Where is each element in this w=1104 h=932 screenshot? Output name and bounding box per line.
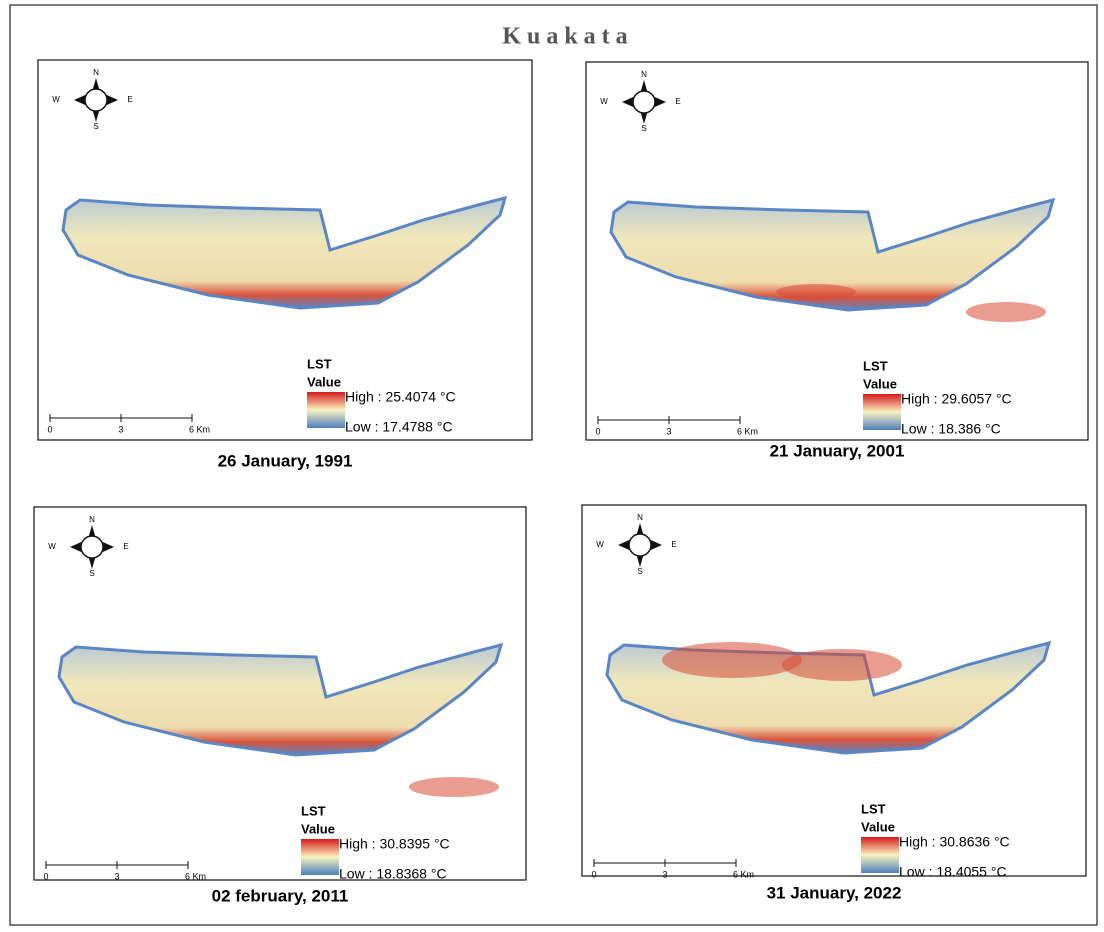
map-panel: N S W E 0 3 6 Km LST Value High : 29.6057 °C Low :…: [585, 61, 1089, 441]
scale-label: 6 Km: [185, 871, 206, 881]
map-panel: N S W E 0 3 6 Km LST Value High : 25.4074 °C Low :…: [37, 59, 533, 441]
compass-label: S: [637, 567, 642, 576]
legend-low: Low : 18.4055 °C: [899, 864, 1007, 880]
compass-label: S: [641, 124, 646, 133]
scale-label: 3: [666, 426, 671, 436]
compass-label: S: [93, 122, 98, 131]
scale-label: 3: [662, 869, 667, 879]
legend-field: Value: [307, 374, 341, 389]
compass-label: S: [89, 569, 94, 578]
legend-high: High : 29.6057 °C: [901, 391, 1012, 407]
map-panel: N S W E 0 3 6 Km LST Value High : 30.8395 °C Low :…: [33, 506, 527, 882]
heat-patch: [662, 642, 802, 678]
land-surface: [61, 195, 508, 310]
heat-patch: [409, 777, 499, 797]
figure-title: K u a k a t a: [502, 24, 627, 50]
legend-title: LST: [863, 358, 888, 373]
north-arrow: N S W E: [48, 515, 128, 578]
panel-frame: [33, 506, 527, 881]
legend-title: LST: [301, 803, 326, 818]
legend-ramp: [301, 839, 339, 875]
compass-ring: [84, 88, 108, 112]
compass-label: E: [671, 540, 676, 549]
scale-label: 0: [595, 426, 600, 436]
compass-label: W: [48, 542, 56, 551]
scale-bar: [597, 416, 741, 424]
map-panel: N S W E 0 3 6 Km LST Value High : 30.8636 °C Low :…: [581, 504, 1087, 880]
panel-caption: 26 January, 1991: [218, 451, 353, 470]
compass-label: W: [600, 97, 608, 106]
scale-label: 0: [591, 869, 596, 879]
compass-ring: [628, 533, 652, 557]
land-surface: [57, 642, 504, 757]
north-arrow: N S W E: [596, 513, 676, 576]
compass-label: E: [123, 542, 128, 551]
legend-field: Value: [863, 376, 897, 391]
compass-label: N: [89, 515, 95, 524]
compass-label: E: [675, 97, 680, 106]
compass-label: N: [641, 70, 647, 79]
compass-ring: [632, 90, 656, 114]
compass-label: E: [127, 95, 132, 104]
panel-caption: 21 January, 2001: [770, 441, 905, 460]
scale-label: 6 Km: [189, 424, 210, 434]
compass-label: W: [52, 95, 60, 104]
scale-bar: [593, 859, 737, 867]
legend-high: High : 30.8636 °C: [899, 834, 1010, 850]
scale-bar: [45, 861, 189, 869]
panel-frame: [37, 59, 533, 441]
panel-caption: 31 January, 2022: [767, 883, 902, 902]
panel-caption: 02 february, 2011: [212, 886, 349, 905]
land-surface: [609, 197, 1056, 312]
compass-label: W: [596, 540, 604, 549]
north-arrow: N S W E: [600, 70, 680, 133]
legend-title: LST: [861, 801, 886, 816]
north-arrow: N S W E: [52, 68, 132, 131]
legend-field: Value: [301, 821, 335, 836]
heat-patch: [966, 302, 1046, 322]
heat-patch: [782, 649, 902, 681]
legend-title: LST: [307, 356, 332, 371]
panel-frame: [585, 61, 1089, 441]
legend-ramp: [861, 837, 899, 873]
compass-label: N: [93, 68, 99, 77]
panel-frame: [581, 504, 1087, 877]
legend-high: High : 30.8395 °C: [339, 836, 450, 852]
figure-border: [9, 4, 1098, 926]
compass-label: N: [637, 513, 643, 522]
legend-ramp: [863, 394, 901, 430]
heat-patch: [776, 284, 856, 300]
scale-label: 6 Km: [737, 426, 758, 436]
scale-label: 3: [118, 424, 123, 434]
scale-label: 0: [43, 871, 48, 881]
legend-high: High : 25.4074 °C: [345, 389, 456, 405]
scale-bar: [49, 414, 193, 422]
scale-label: 0: [47, 424, 52, 434]
legend-low: Low : 18.386 °C: [901, 421, 1001, 437]
legend-low: Low : 18.8368 °C: [339, 866, 447, 882]
legend-field: Value: [861, 819, 895, 834]
legend-low: Low : 17.4788 °C: [345, 419, 453, 435]
compass-ring: [80, 535, 104, 559]
scale-label: 3: [114, 871, 119, 881]
scale-label: 6 Km: [733, 869, 754, 879]
legend-ramp: [307, 392, 345, 428]
